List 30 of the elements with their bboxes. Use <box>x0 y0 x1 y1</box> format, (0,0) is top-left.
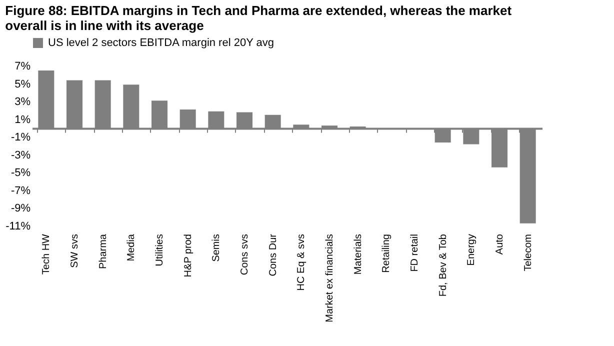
y-tick-label: -11% <box>6 220 31 232</box>
x-tick-label: Media <box>126 234 138 262</box>
legend-label: US level 2 sectors EBITDA margin rel 20Y avg <box>48 37 274 49</box>
x-tick-label: Auto <box>494 234 506 255</box>
y-tick-label: -1% <box>10 132 31 144</box>
x-tick-label: Fd, Bev & Tob <box>438 234 449 297</box>
y-tick-label: 3% <box>14 96 31 108</box>
x-tick-label: Telecom <box>522 234 534 272</box>
x-tick-label: H&P prod <box>182 234 194 278</box>
x-tick-label: Tech HW <box>41 233 52 275</box>
x-tick-label: Semis <box>211 234 222 262</box>
x-tick-label: Materials <box>352 234 364 275</box>
y-tick-label: -5% <box>10 167 31 180</box>
chart-title: Figure 88: EBITDA margins in Tech and Pharma are extended, whereas the market overall is in line with its average <box>5 3 512 33</box>
y-tick-label: 5% <box>14 78 31 90</box>
x-tick-label: Cons svs <box>240 234 250 276</box>
y-tick-label: 7% <box>14 60 31 72</box>
y-tick-label: -7% <box>10 184 31 197</box>
x-tick-label: Cons Dur <box>268 233 279 276</box>
x-tick-label: Energy <box>466 234 478 266</box>
x-tick-label: Utilities <box>154 234 166 266</box>
x-tick-label: Retailing <box>381 234 392 273</box>
x-tick-label: Pharma <box>98 234 109 270</box>
x-tick-label: HC Eq & svs <box>296 234 308 291</box>
y-tick-label: 1% <box>14 114 31 126</box>
y-tick-label: -9% <box>10 202 31 215</box>
y-tick-label: -3% <box>10 149 31 162</box>
x-tick-label: SW svs <box>70 234 80 268</box>
x-tick-label: FD retail <box>410 234 420 272</box>
x-tick-label: Market ex financials <box>324 234 336 322</box>
